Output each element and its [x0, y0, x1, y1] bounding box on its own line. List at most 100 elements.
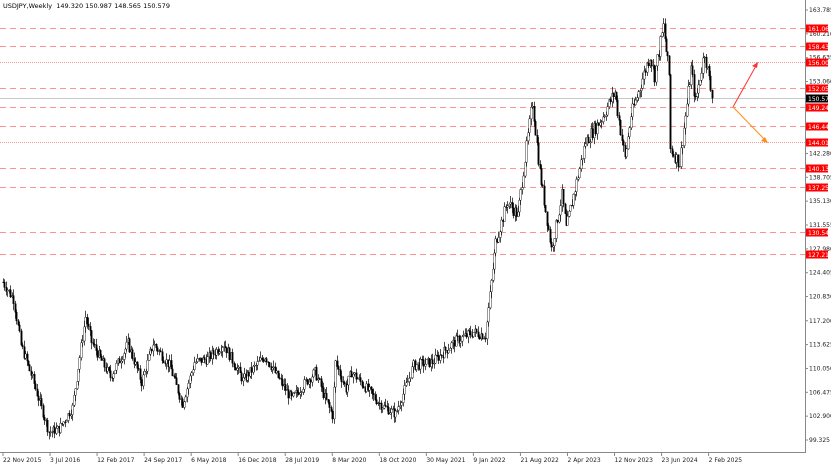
candle: [297, 387, 300, 396]
candle: [509, 195, 512, 209]
candle-body: [292, 392, 295, 397]
candle: [597, 122, 600, 126]
candle-body: [242, 377, 245, 382]
candle: [365, 380, 368, 393]
candle-body: [272, 366, 275, 369]
candle-body: [634, 99, 637, 106]
candle-body: [537, 142, 540, 165]
candle-body: [26, 353, 29, 362]
candle-body: [618, 115, 621, 121]
candle: [355, 368, 358, 383]
candle-body: [425, 359, 428, 365]
candle-body: [96, 350, 99, 358]
candle-body: [612, 93, 615, 98]
candle: [296, 386, 299, 397]
time-tick-label: 16 Dec 2018: [238, 457, 277, 464]
candle: [21, 342, 24, 350]
candle: [539, 160, 542, 170]
candle-body: [681, 145, 684, 149]
candle-body: [143, 371, 146, 376]
candle: [628, 126, 631, 139]
candle: [637, 90, 640, 101]
candle-body: [461, 336, 464, 342]
candle-body: [428, 358, 431, 367]
candle-body: [628, 127, 631, 137]
candle: [134, 357, 137, 366]
candle: [602, 111, 605, 125]
candle: [155, 343, 158, 352]
candle-body: [365, 383, 368, 392]
candle-body: [90, 330, 93, 343]
candle-body: [362, 386, 365, 388]
candle: [271, 367, 274, 374]
candle-body: [497, 237, 500, 243]
candle-body: [59, 423, 62, 433]
candle: [619, 119, 622, 136]
candle: [187, 379, 190, 395]
candle: [600, 120, 603, 129]
candle-body: [706, 66, 709, 68]
candle-body: [49, 431, 52, 434]
candle: [320, 375, 323, 392]
candle-body: [114, 369, 117, 374]
candle: [112, 371, 115, 382]
candle-body: [21, 344, 24, 347]
candle: [403, 379, 406, 401]
candle: [192, 365, 195, 376]
candle: [656, 54, 659, 71]
candle-body: [153, 344, 156, 346]
candle-body: [564, 203, 567, 214]
forecast-arrows: [732, 62, 768, 143]
candle-body: [636, 97, 639, 101]
candle-body: [80, 342, 83, 358]
candle-body: [115, 362, 118, 371]
candle-body: [287, 389, 290, 399]
candle-body: [546, 211, 549, 226]
candle-body: [661, 32, 664, 37]
candle: [123, 351, 126, 365]
candle-body: [161, 351, 164, 361]
candle-body: [583, 145, 586, 159]
candle-body: [380, 402, 383, 410]
level-label: 146.440: [808, 124, 831, 131]
candle: [616, 95, 619, 119]
candle: [408, 371, 411, 386]
candle-body: [665, 38, 668, 52]
candle: [281, 374, 284, 390]
candle: [450, 341, 453, 354]
candle: [687, 79, 690, 107]
candle: [672, 150, 675, 158]
candle: [181, 396, 184, 409]
candle: [653, 64, 656, 87]
candle-body: [225, 347, 228, 354]
candle-body: [619, 120, 622, 136]
candle: [490, 278, 493, 299]
candle: [76, 380, 79, 390]
candle-body: [352, 373, 355, 378]
candle: [87, 317, 90, 330]
candle-body: [533, 106, 536, 122]
candle-body: [31, 374, 34, 376]
candle-body: [134, 361, 137, 365]
candle: [639, 89, 642, 98]
candle-body: [562, 188, 565, 205]
candle-body: [139, 368, 142, 380]
candle-body: [86, 317, 89, 325]
candle-body: [553, 238, 556, 246]
level-label: 140.130: [808, 166, 831, 173]
candle: [524, 161, 527, 178]
candle: [334, 359, 337, 393]
candle-body: [337, 366, 340, 370]
candle-body: [672, 153, 675, 157]
candle-body: [584, 143, 587, 147]
candle-body: [705, 56, 708, 68]
candle: [606, 102, 609, 117]
candle: [587, 134, 590, 144]
candle-body: [331, 411, 334, 420]
candle: [142, 371, 145, 390]
candle-body: [297, 392, 300, 395]
candle-body: [318, 378, 321, 380]
candle-body: [124, 348, 127, 354]
candle-body: [293, 392, 296, 394]
